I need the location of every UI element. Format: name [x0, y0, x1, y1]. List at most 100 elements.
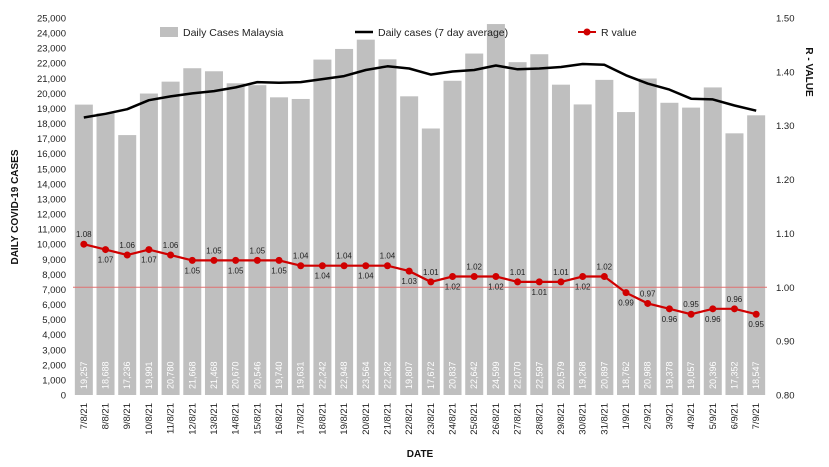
bar-value-label: 20,579	[556, 361, 566, 389]
x-tick-label: 6/9/21	[729, 403, 740, 429]
bar-value-label: 20,988	[643, 361, 653, 389]
x-tick-label: 11/8/21	[166, 403, 177, 434]
r-value-point	[644, 299, 652, 307]
y-tick-label: 19,000	[37, 104, 66, 115]
y-tick-label: 13,000	[37, 194, 66, 205]
y-tick-label: 16,000	[37, 149, 66, 160]
bar-value-label: 18,762	[621, 361, 631, 389]
r-value-label: 0.95	[683, 300, 699, 309]
average-line-group	[83, 62, 757, 119]
y2-tick-label: 1.20	[776, 175, 795, 186]
y-tick-label: 25,000	[37, 14, 66, 25]
bar	[161, 81, 180, 395]
y-tick-label: 4,000	[42, 330, 66, 341]
r-value-point	[514, 278, 522, 286]
r-value-label: 1.06	[163, 241, 179, 250]
bar-value-label: 22,642	[469, 361, 479, 389]
r-value-label: 1.02	[597, 263, 613, 272]
x-tick-label: 24/8/21	[448, 403, 459, 435]
x-tick-label: 20/8/21	[361, 403, 372, 435]
r-value-label: 1.04	[293, 252, 309, 261]
bar	[313, 59, 332, 396]
r-value-label: 0.96	[705, 315, 721, 324]
legend: Daily Cases Malaysia Daily cases (7 day …	[160, 27, 637, 39]
r-value-label: 1.01	[423, 268, 439, 277]
r-value-point	[318, 262, 326, 270]
y-axis-title: DAILY COVID-19 CASES	[10, 149, 21, 264]
average-line	[83, 62, 757, 119]
bar	[226, 83, 245, 396]
x-tick-label: 27/8/21	[513, 403, 524, 435]
bar-value-label: 21,668	[187, 361, 197, 389]
bar	[551, 84, 570, 396]
y-tick-label: 23,000	[37, 44, 66, 55]
y-tick-label: 5,000	[42, 315, 66, 326]
x-tick-label: 13/8/21	[209, 403, 220, 435]
r-value-label: 1.04	[358, 272, 374, 281]
x-tick-label: 3/9/21	[664, 403, 675, 429]
x-tick-label: 5/9/21	[708, 403, 719, 429]
bar	[725, 133, 744, 395]
bar-value-label: 19,378	[664, 361, 674, 389]
r-value-label: 1.06	[119, 241, 135, 250]
bar-value-label: 22,948	[339, 361, 349, 389]
bar-value-label: 19,807	[404, 361, 414, 389]
y-tick-label: 20,000	[37, 89, 66, 100]
bar	[595, 79, 614, 396]
r-value-label: 1.02	[445, 283, 461, 292]
r-value-point	[232, 256, 240, 264]
bar	[139, 93, 158, 396]
y-tick-label: 3,000	[42, 345, 66, 356]
r-value-label: 1.01	[531, 288, 547, 297]
bar	[291, 98, 310, 395]
bar-value-label: 20,780	[166, 361, 176, 389]
bar	[573, 104, 592, 395]
bar	[530, 54, 549, 395]
y-tick-label: 7,000	[42, 285, 66, 296]
r-value-point	[362, 262, 370, 270]
y-axis-ticks: 0 1,000 2,000 3,000 4,000 5,000 6,000 7,000 8,00…	[37, 14, 66, 402]
x-tick-label: 14/8/21	[231, 403, 242, 435]
r-value-point	[405, 267, 413, 275]
r-value-point	[102, 246, 110, 254]
r-value-label: 1.05	[206, 246, 222, 255]
bar-value-label: 20,897	[599, 361, 609, 389]
x-tick-label: 15/8/21	[252, 403, 263, 435]
y-tick-label: 24,000	[37, 29, 66, 40]
legend-swatch-bars	[160, 27, 178, 37]
r-value-point	[383, 262, 391, 270]
r-value-label: 1.05	[184, 266, 200, 275]
r-value-point	[579, 273, 587, 281]
r-value-point	[622, 289, 630, 297]
bar	[617, 112, 636, 396]
y-tick-label: 11,000	[38, 225, 66, 236]
bar-value-label: 20,396	[708, 361, 718, 389]
r-value-point	[123, 251, 131, 259]
r-value-label: 1.05	[271, 266, 287, 275]
bar-value-label: 20,837	[448, 361, 458, 389]
bar-value-label: 22,597	[534, 361, 544, 389]
r-value-point	[730, 305, 738, 313]
r-value-point	[492, 273, 500, 281]
r-value-point	[340, 262, 348, 270]
bar	[270, 97, 289, 395]
r-value-point	[470, 273, 478, 281]
bar-value-label: 19,740	[274, 361, 284, 389]
bar-series	[74, 24, 766, 396]
r-value-label: 1.04	[380, 252, 396, 261]
bar-value-label: 18,547	[751, 361, 761, 389]
x-tick-label: 10/8/21	[144, 403, 155, 435]
y2-tick-label: 1.10	[776, 229, 795, 240]
bar-value-label: 20,670	[231, 361, 241, 389]
x-tick-label: 4/9/21	[686, 403, 697, 429]
r-value-line	[83, 243, 757, 316]
r-value-label: 0.99	[618, 299, 634, 308]
x-tick-label: 9/8/21	[122, 403, 133, 429]
bar-value-label: 22,242	[317, 361, 327, 389]
r-value-point	[167, 251, 175, 259]
x-tick-label: 2/9/21	[643, 403, 654, 429]
x-tick-label: 17/8/21	[296, 403, 307, 435]
y-tick-label: 9,000	[42, 255, 66, 266]
bar	[183, 68, 202, 396]
